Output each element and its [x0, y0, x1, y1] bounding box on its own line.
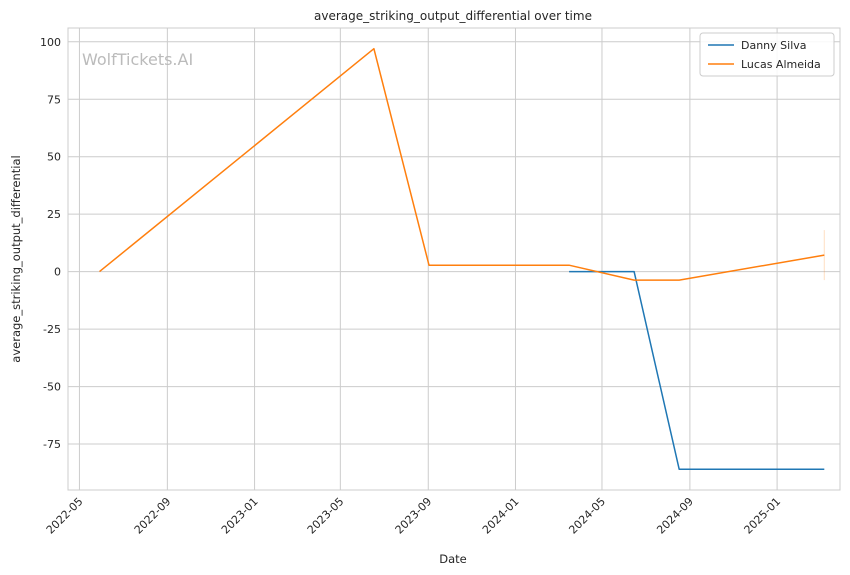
series-layer [99, 47, 825, 471]
legend-label: Lucas Almeida [741, 58, 821, 71]
y-axis-ticks: 100 75 50 25 0 -25 -50 -75 [40, 36, 61, 451]
x-tick-label: 2023-09 [393, 495, 435, 537]
series-line-1 [99, 47, 825, 281]
x-tick-label: 2024-01 [480, 495, 522, 537]
y-tick-label: 50 [47, 151, 61, 164]
y-tick-label: -50 [43, 381, 61, 394]
grid-lines [68, 28, 840, 490]
watermark: WolfTickets.AI [82, 50, 193, 69]
legend-frame [699, 32, 835, 77]
x-tick-label: 2025-01 [742, 495, 784, 537]
plot-area-frame [67, 27, 841, 491]
y-tick-label: 25 [47, 208, 61, 221]
y-axis-label: average_striking_output_differential [9, 155, 23, 362]
y-tick-label: 0 [54, 266, 61, 279]
x-tick-label: 2023-01 [219, 495, 261, 537]
y-tick-label: -75 [43, 438, 61, 451]
chart-title: average_striking_output_differential ove… [314, 9, 592, 23]
x-tick-label: 2024-09 [654, 495, 696, 537]
x-axis-label: Date [439, 552, 467, 566]
legend: Danny Silva Lucas Almeida [699, 32, 835, 77]
x-tick-label: 2023-05 [305, 495, 347, 537]
series-line-0 [569, 270, 825, 471]
legend-label: Danny Silva [741, 39, 807, 52]
x-axis-ticks: 2022-05 2022-09 2023-01 2023-05 2023-09 2024-… [44, 495, 783, 537]
x-tick-label: 2024-05 [566, 495, 608, 537]
y-tick-label: -25 [43, 323, 61, 336]
x-tick-label: 2022-05 [44, 495, 86, 537]
y-tick-label: 75 [47, 93, 61, 106]
x-tick-label: 2022-09 [132, 495, 174, 537]
y-tick-label: 100 [40, 36, 61, 49]
